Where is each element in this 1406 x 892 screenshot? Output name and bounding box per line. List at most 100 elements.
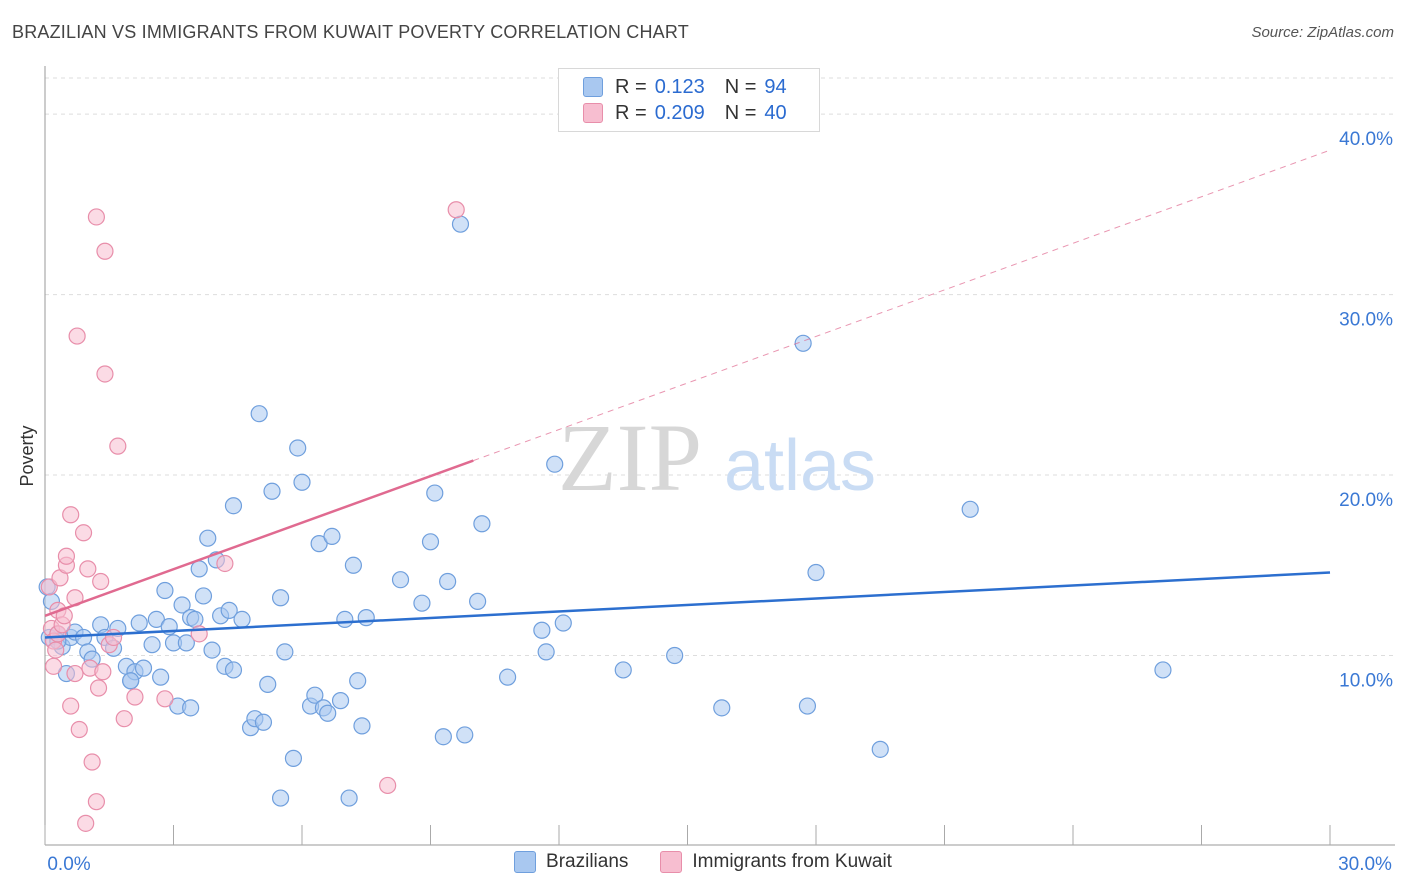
data-point-brazilian [554, 614, 572, 632]
data-point-brazilian [413, 594, 431, 612]
pink-swatch [583, 103, 603, 123]
data-point-brazilian [546, 455, 564, 473]
data-point-brazilian [276, 643, 294, 661]
data-point-brazilian [143, 636, 161, 654]
n-label: N = [724, 75, 757, 98]
data-point-brazilian [871, 740, 889, 758]
data-point-brazilian [340, 789, 358, 807]
data-point-brazilian [289, 439, 307, 457]
n-label: N = [724, 101, 757, 124]
data-point-brazilian [331, 692, 350, 710]
data-point-brazilian [391, 571, 410, 589]
trend-extension-kuwait [473, 149, 1331, 462]
y-tick-label: 40.0% [1339, 129, 1393, 150]
data-point-brazilian [271, 789, 290, 807]
r-value: 0.123 [654, 75, 705, 98]
data-point-kuwait [62, 697, 80, 715]
data-point-kuwait [115, 710, 133, 728]
y-tick-label: 30.0% [1339, 310, 1393, 331]
tick-labels: 10.0% 20.0% 30.0% 40.0% 0.0% 30.0% [47, 129, 1393, 875]
data-point-brazilian [434, 728, 452, 746]
data-point-brazilian [349, 672, 367, 690]
data-point-kuwait [74, 524, 93, 542]
data-point-brazilian [323, 527, 341, 545]
data-point-brazilian [224, 661, 243, 679]
r-value: 0.209 [654, 101, 705, 124]
data-point-brazilian [233, 610, 251, 629]
data-point-brazilian [713, 699, 731, 717]
blue-swatch [514, 851, 537, 873]
r-label: R = [615, 101, 647, 124]
axes [44, 66, 1395, 846]
data-point-brazilian [421, 533, 440, 551]
stats-legend: R = 0.123 N = 94 R = 0.209 N = 40 [558, 68, 820, 132]
data-point-kuwait [68, 327, 86, 345]
stats-row-brazilians: R = 0.123 N = 94 [583, 75, 787, 99]
trend-line-kuwait [44, 459, 474, 617]
data-point-brazilian [224, 497, 243, 515]
data-point-kuwait [109, 437, 127, 455]
data-point-kuwait [379, 776, 397, 795]
data-point-brazilian [250, 405, 268, 423]
data-point-brazilian [344, 556, 362, 574]
data-point-kuwait [92, 572, 110, 591]
data-point-brazilian [177, 634, 195, 652]
bottom-legend: Brazilians Immigrants from Kuwait [0, 851, 1406, 873]
stats-row-kuwait: R = 0.209 N = 40 [583, 101, 787, 125]
data-point-brazilian [186, 610, 204, 629]
data-point-brazilian [203, 641, 221, 659]
x-tick-label: 0.0% [47, 854, 90, 875]
data-point-brazilian [194, 587, 213, 605]
data-point-brazilian [147, 610, 165, 629]
series-kuwait [40, 201, 465, 832]
data-point-kuwait [104, 628, 123, 647]
data-point-kuwait [66, 664, 84, 683]
data-point-brazilian [220, 601, 238, 619]
data-point-brazilian [152, 668, 170, 686]
data-point-brazilian [293, 473, 311, 491]
data-point-brazilian [122, 672, 140, 690]
data-point-brazilian [473, 515, 491, 533]
data-point-brazilian [961, 500, 979, 518]
chart-title: BRAZILIAN VS IMMIGRANTS FROM KUWAIT POVE… [12, 22, 689, 42]
watermark: ZIP atlas [558, 404, 876, 511]
legend-item-kuwait[interactable]: Immigrants from Kuwait [660, 851, 892, 873]
data-point-kuwait [57, 547, 76, 565]
y-tick-label: 20.0% [1339, 490, 1393, 511]
blue-swatch [583, 77, 603, 97]
data-point-brazilian [1154, 661, 1172, 679]
watermark-atlas: atlas [724, 426, 876, 506]
legend-label: Immigrants from Kuwait [692, 851, 892, 872]
data-point-brazilian [259, 675, 277, 693]
data-point-brazilian [807, 563, 825, 582]
legend-item-brazilians[interactable]: Brazilians [514, 851, 628, 873]
data-point-brazilian [319, 704, 337, 722]
data-point-brazilian [614, 661, 632, 679]
data-point-brazilian [182, 699, 200, 717]
data-point-kuwait [87, 793, 106, 811]
x-tick-label: 30.0% [1338, 854, 1392, 875]
series-brazilians [38, 215, 1172, 807]
data-point-brazilian [134, 659, 153, 677]
y-axis-label: Poverty [17, 425, 37, 486]
data-point-brazilian [357, 609, 375, 627]
data-point-kuwait [96, 242, 114, 260]
data-point-brazilian [451, 215, 470, 233]
data-point-kuwait [47, 641, 65, 659]
data-point-brazilian [271, 589, 290, 607]
data-point-brazilian [533, 621, 551, 639]
data-point-brazilian [426, 484, 444, 502]
data-point-brazilian [310, 535, 328, 553]
data-point-kuwait [62, 506, 80, 524]
data-point-kuwait [87, 208, 106, 226]
data-point-brazilian [130, 614, 148, 632]
data-point-kuwait [156, 690, 174, 708]
data-point-brazilian [156, 581, 174, 600]
r-label: R = [615, 75, 647, 98]
data-point-brazilian [336, 610, 354, 629]
n-value: 94 [764, 75, 787, 98]
grid-lines [45, 77, 1395, 657]
data-point-brazilian [469, 592, 487, 610]
n-value: 40 [764, 101, 787, 124]
